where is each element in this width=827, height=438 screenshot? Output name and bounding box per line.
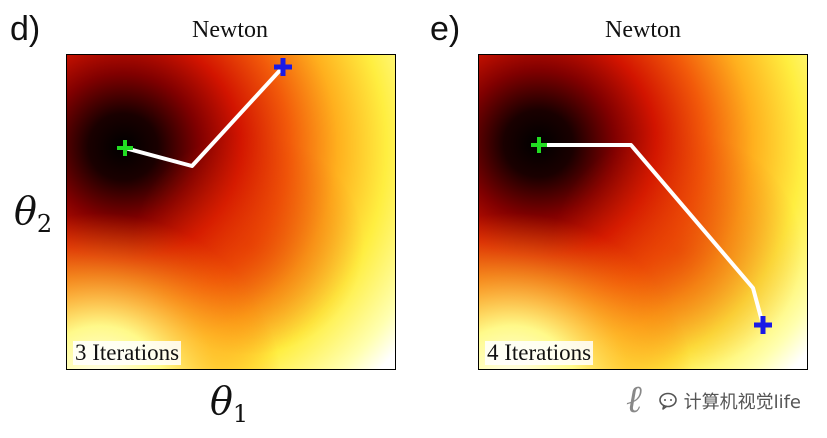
panel-e-plot: 4 Iterations	[478, 54, 808, 370]
panel-d-letter: d)	[10, 10, 41, 48]
panel-e-title: Newton	[605, 17, 681, 43]
panel-e-letter: e)	[430, 10, 461, 48]
panel-d-start-marker	[274, 58, 292, 76]
panel-e-optimization-path	[539, 143, 765, 326]
watermark: 计算机视觉life	[653, 386, 805, 416]
panel-d-minimum-marker	[117, 140, 133, 156]
panel-d-title: Newton	[192, 17, 268, 43]
watermark-text: 计算机视觉life	[683, 392, 801, 413]
panel-d-heatmap	[67, 55, 395, 369]
panel-d-iterations: 3 Iterations	[73, 339, 182, 365]
panel-e-start-marker	[754, 316, 772, 334]
panel-e-iterations: 4 Iterations	[485, 339, 594, 365]
panel-d-y-axis-label: θ2	[14, 189, 53, 238]
panel-e-heatmap	[479, 55, 807, 369]
panel-e-x-axis-label-partial: ℓ	[626, 377, 642, 421]
panel-d-plot: 3 Iterations	[66, 54, 396, 370]
panel-d-optimization-path	[124, 65, 285, 168]
panel-d-x-axis-label: θ1	[210, 379, 249, 428]
chat-bubble-icon	[658, 392, 677, 410]
panel-e-minimum-marker	[531, 137, 547, 153]
